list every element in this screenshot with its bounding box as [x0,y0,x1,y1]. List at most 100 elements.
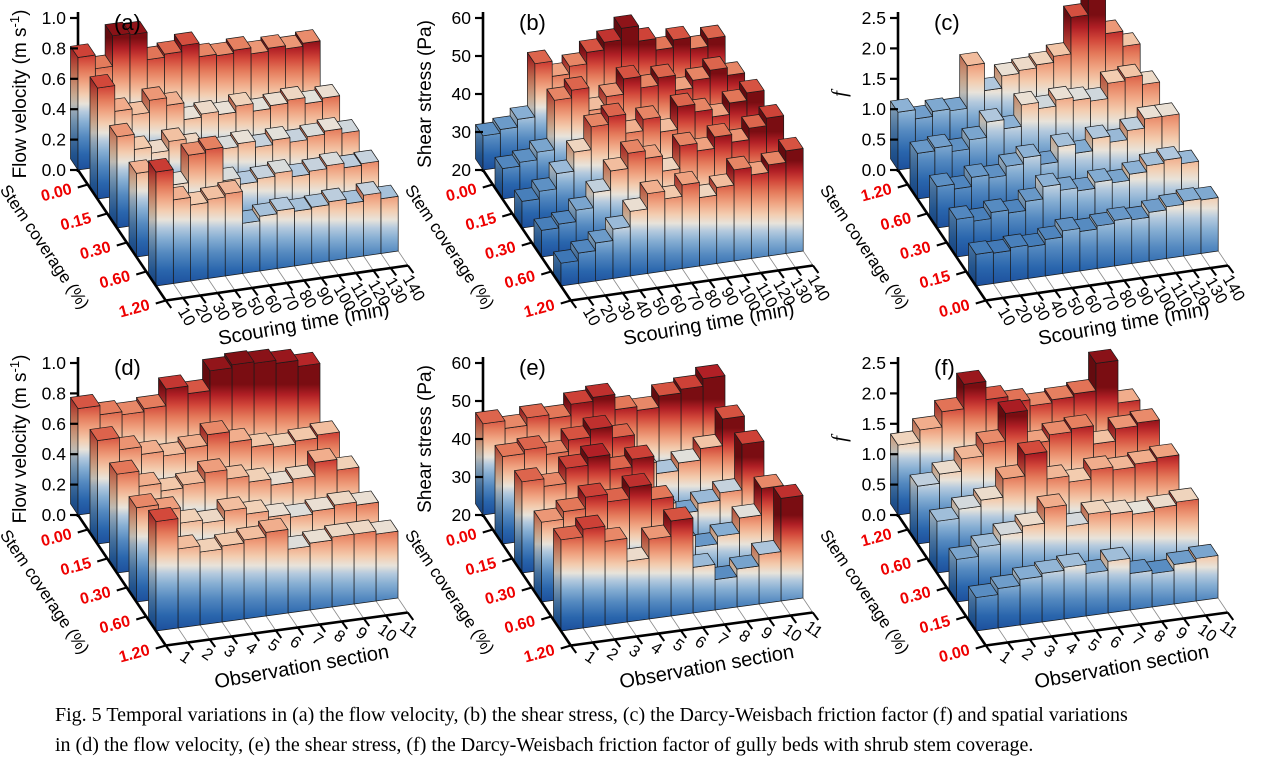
value-tick-label: 30 [452,122,472,142]
floor-gridline [397,597,409,613]
x-tick-label: 4 [1062,639,1080,659]
bars-layer [475,14,804,287]
x-tick-label: 9 [1172,624,1190,644]
value-axis: 0.0 0.2 0.4 0.6 0.8 1.0 [42,8,78,180]
floor-gridline [1019,624,1031,640]
value-tick-label: 0.4 [42,99,67,119]
floor-gridline [714,609,726,625]
value-axis-title: Shear stress (Pa) [415,365,436,513]
value-axis-title: f [827,433,851,442]
coverage-tick-label: 0.30 [898,239,933,264]
floor-gridline [1151,606,1163,622]
floor-gridline [681,268,693,284]
bar [968,240,994,287]
bars-layer [475,364,804,632]
x-tick-label: 1 [176,648,194,668]
floor-gridline [276,268,288,284]
coverage-tick-label: 0.00 [444,181,479,206]
floor-gridline [1085,615,1097,631]
coverage-tick-label: 1.20 [859,526,894,551]
value-tick-label: 0.0 [42,160,67,180]
floor-gridline [664,270,675,286]
floor-gridline [577,283,589,299]
value-tick-label: 2.5 [862,8,886,28]
floor-gridline [1183,255,1194,271]
bar [148,507,179,632]
value-tick-label: 1.0 [42,8,67,28]
value-tick-label: 1.5 [862,414,886,434]
x-tick-label: 2 [1018,645,1036,665]
floor-gridline [1063,618,1075,634]
value-tick-label: 0.8 [42,383,66,403]
floor-gridline [172,283,184,299]
x-axis-title: Observation section [213,641,391,693]
bars-layer [890,0,1219,287]
value-tick-label: 1.0 [862,444,887,464]
floor-gridline [1131,263,1142,279]
value-axis-title: f [827,88,851,97]
value-tick-label: 50 [452,391,472,411]
floor-gridline [221,621,233,637]
bars-layer [890,348,1219,632]
floor-gridline [595,280,606,296]
floor-gridline [997,627,1009,643]
panel-letter: (d) [114,355,141,380]
x-tick-label: 4 [647,639,665,659]
floor-gridline [259,270,270,286]
value-tick-label: 2.0 [862,38,887,58]
value-tick-label: 60 [452,353,472,373]
floor-gridline [692,612,704,628]
value-tick-label: 0.5 [862,130,886,150]
floor-gridline [647,273,658,289]
x-tick-label: 7 [1128,630,1146,650]
x-tick-label: 8 [735,627,753,647]
floor-gridline [699,265,710,281]
floor-gridline [328,260,340,276]
value-tick-label: 0.2 [42,475,66,495]
floor-gridline [353,603,365,619]
floor-gridline [1217,597,1229,613]
coverage-tick-label: 0.60 [879,555,914,580]
value-axis: 0.0 0.5 1.0 1.5 2.0 2.5 [862,353,898,525]
coverage-tick-label: 1.20 [859,181,894,206]
floor-gridline [380,253,391,269]
figure-caption: Fig. 5 Temporal variations in (a) the fl… [55,700,1240,760]
coverage-tick-label: 0.00 [937,642,972,667]
floor-gridline [265,615,277,631]
value-axis: 20 30 40 50 60 [452,8,483,180]
floor-gridline [1165,258,1177,274]
coverage-tick-label: 0.00 [937,297,972,322]
panel-letter: (f) [934,355,955,380]
floor-gridline [1079,270,1090,286]
coverage-tick-label: 0.30 [78,584,113,609]
floor-gridline [1195,600,1207,616]
x-tick-label: 11 [801,618,825,643]
coverage-tick-label: 0.15 [464,210,499,235]
floor-gridline [345,258,357,274]
value-tick-label: 60 [452,8,472,28]
value-tick-label: 40 [452,429,472,449]
floor-gridline [1148,260,1160,276]
x-tick-label: 3 [1040,642,1058,662]
floor-gridline [648,618,660,634]
x-tick-label: 6 [691,633,709,653]
floor-gridline [242,273,253,289]
value-axis: 0.0 0.2 0.4 0.6 0.8 1.0 [42,353,78,525]
floor-gridline [750,258,762,274]
floor-gridline [802,250,814,266]
x-tick-label: 8 [1150,627,1168,647]
coverage-tick-label: 0.15 [918,268,953,293]
coverage-tick-label: 0.30 [483,584,518,609]
value-tick-label: 1.0 [42,353,67,373]
floor-gridline [331,606,343,622]
floor-gridline [582,627,594,643]
floor-gridline [1129,609,1141,625]
floor-gridline [224,275,236,291]
x-tick-label: 2 [603,645,621,665]
floor-gridline [199,624,211,640]
floor-gridline [780,600,792,616]
coverage-tick-label: 1.20 [522,297,557,322]
panel-letter: (b) [519,10,546,35]
floor-gridline [397,250,409,266]
